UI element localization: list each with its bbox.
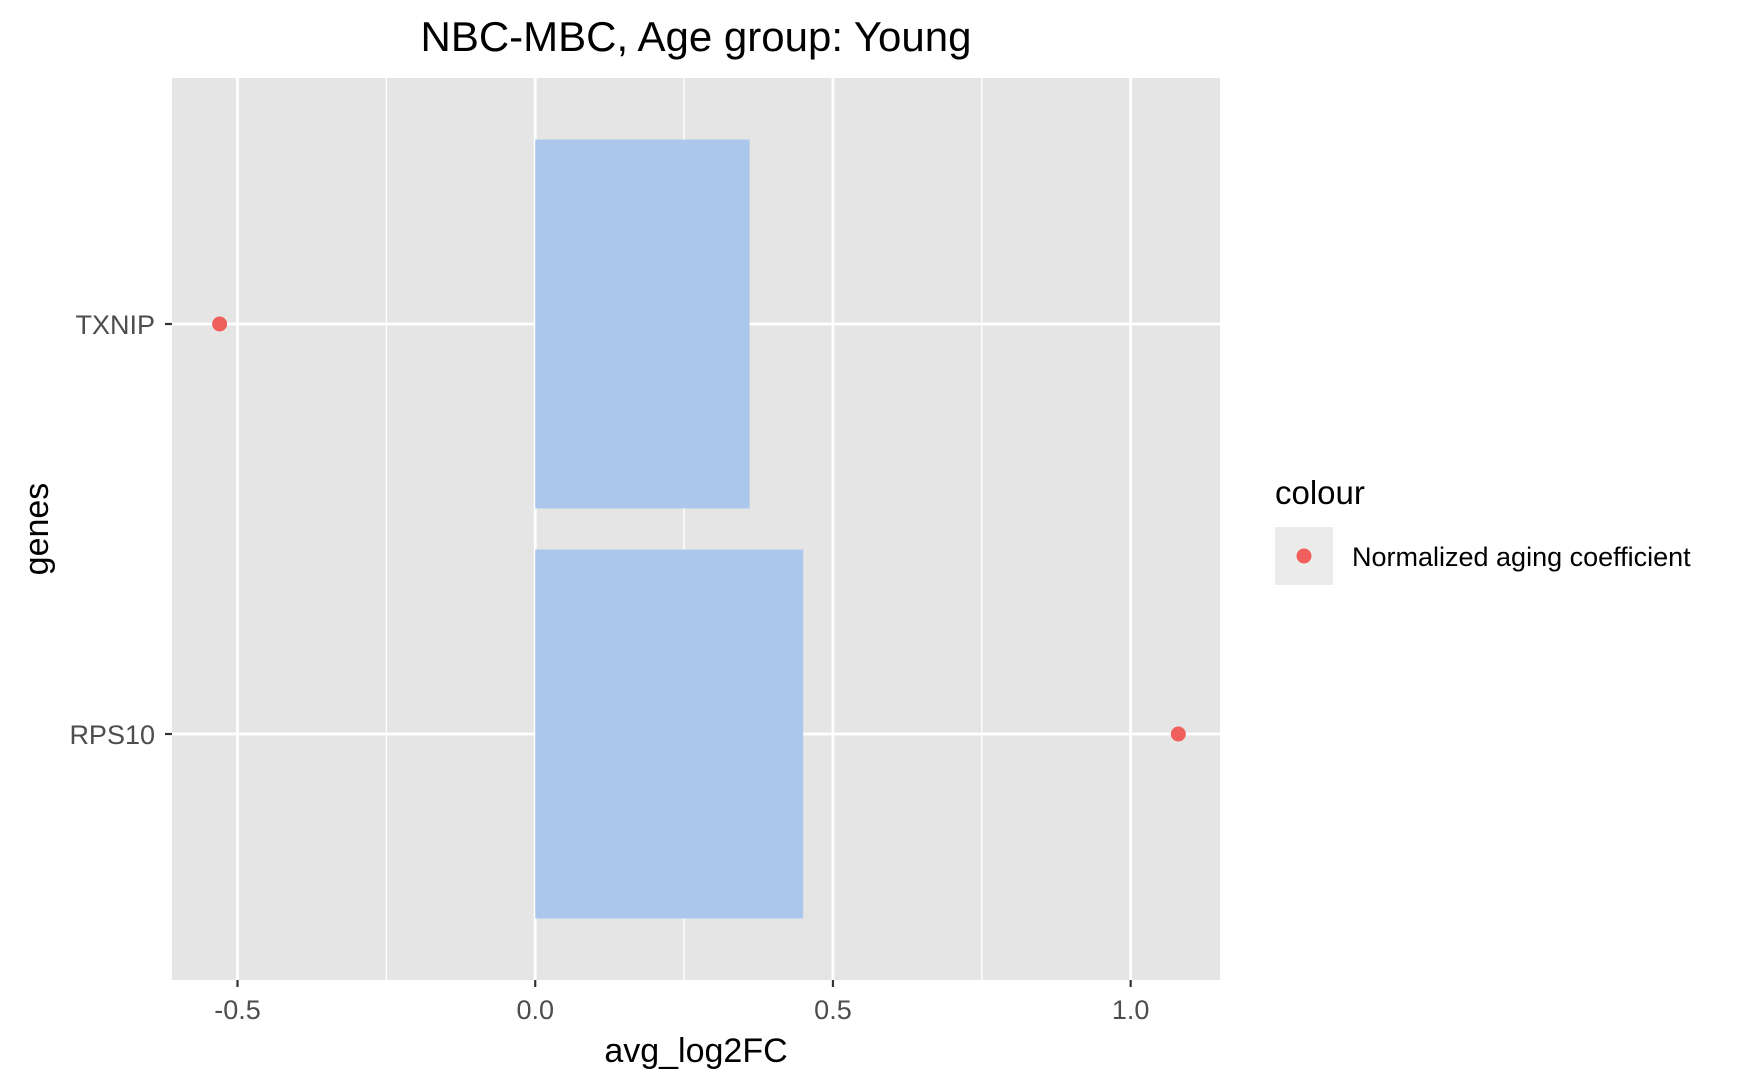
x-tick-label: 1.0: [1112, 995, 1150, 1025]
y-axis-title: genes: [18, 483, 56, 576]
y-tick-label: RPS10: [69, 720, 155, 750]
x-axis-ticks: -0.5 0.0 0.5 1.0: [214, 980, 1149, 1025]
chart-title: NBC-MBC, Age group: Young: [420, 13, 971, 60]
legend-key-point: [1296, 548, 1312, 564]
x-tick-label: 0.5: [814, 995, 852, 1025]
y-axis-ticks: TXNIP RPS10: [69, 310, 172, 750]
legend: colour Normalized aging coefficient: [1275, 474, 1691, 585]
legend-label: Normalized aging coefficient: [1352, 542, 1691, 572]
point-txnip: [212, 316, 228, 332]
x-tick-label: 0.0: [516, 995, 554, 1025]
point-rps10: [1170, 726, 1186, 742]
y-tick-label: TXNIP: [75, 310, 155, 340]
legend-title: colour: [1275, 474, 1365, 511]
x-tick-label: -0.5: [214, 995, 261, 1025]
bar-series: [535, 139, 804, 919]
bar-txnip: [535, 139, 750, 509]
x-axis-title: avg_log2FC: [604, 1032, 787, 1070]
bar-rps10: [535, 549, 804, 919]
point-series: [212, 316, 1186, 742]
